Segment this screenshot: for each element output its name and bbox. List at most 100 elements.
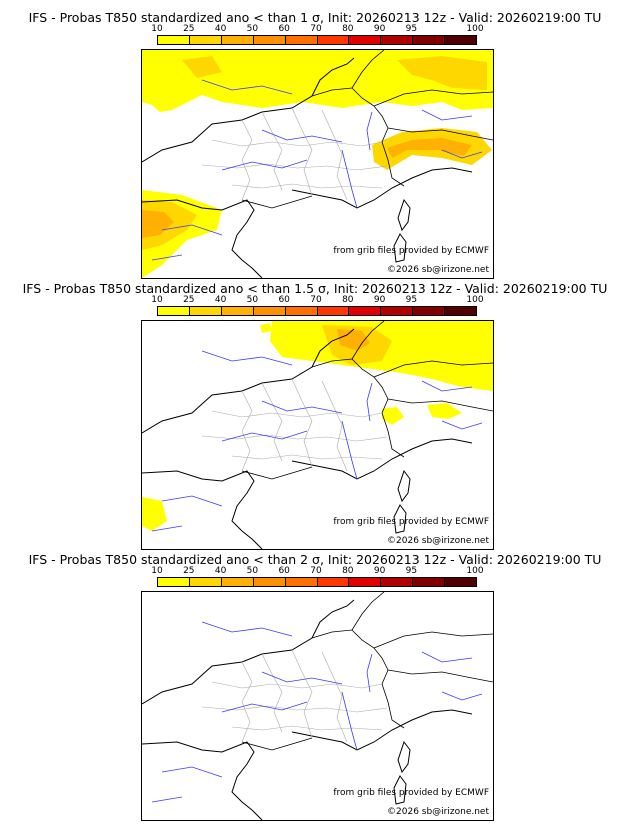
country-borders (241, 321, 493, 480)
legend-label: 95 (405, 295, 418, 305)
panel-3: IFS - Probas T850 standardized ano < tha… (0, 542, 630, 821)
legend-label: 100 (466, 566, 484, 576)
legend-swatch (221, 307, 254, 315)
legend-swatch (317, 307, 350, 315)
legend-swatch (221, 36, 254, 44)
legend-swatch (317, 578, 350, 586)
regional-borders (201, 378, 388, 472)
legend-swatch (189, 36, 222, 44)
prob-area-small-nw2 (292, 323, 307, 331)
prob-area-hole-east (302, 102, 392, 114)
legend-swatch (158, 307, 190, 315)
legend-label: 95 (405, 24, 418, 34)
legend-label: 60 (278, 24, 290, 34)
prob-area-northwest (182, 56, 222, 78)
rivers (151, 621, 483, 803)
legend-label: 40 (214, 24, 227, 34)
rivers (151, 79, 483, 261)
legend-label: 80 (342, 24, 354, 34)
legend-swatch (285, 307, 318, 315)
legend-label: 40 (214, 295, 227, 305)
legend-swatch (413, 307, 446, 315)
legend-label: 60 (278, 295, 290, 305)
forecast-map[interactable]: from grib files provided by ECMWF ©2026 … (141, 49, 494, 279)
country-borders (241, 50, 493, 209)
regional-borders (201, 649, 388, 743)
legend-swatch (381, 36, 414, 44)
prob-area-southwest-core (142, 210, 174, 238)
legend-label: 10 (151, 295, 163, 305)
coastline (142, 57, 473, 278)
legend-label: 80 (342, 566, 354, 576)
legend-swatch (317, 36, 350, 44)
legend-label: 50 (246, 566, 259, 576)
credit-source: from grib files provided by ECMWF (333, 246, 489, 256)
legend-swatch (349, 307, 382, 315)
legend-swatch (349, 36, 382, 44)
country-borders (241, 592, 493, 751)
panel-title: IFS - Probas T850 standardized ano < tha… (22, 281, 608, 296)
panel-title: IFS - Probas T850 standardized ano < tha… (28, 552, 602, 567)
legend-colorbar (157, 35, 477, 45)
legend-swatch (253, 578, 286, 586)
prob-area-alps-east (427, 403, 462, 419)
legend-label: 25 (183, 295, 195, 305)
map-svg (142, 50, 493, 278)
legend-label: 70 (310, 24, 322, 34)
legend-label: 25 (183, 24, 195, 34)
legend-swatch (285, 578, 318, 586)
legend-label: 10 (151, 566, 163, 576)
legend-label: 90 (373, 24, 386, 34)
legend-swatch (413, 36, 446, 44)
legend-colorbar (157, 306, 477, 316)
legend-label: 100 (466, 295, 484, 305)
legend-label: 70 (310, 566, 322, 576)
credit-source: from grib files provided by ECMWF (333, 517, 489, 527)
coastline (142, 599, 473, 820)
legend-swatch (413, 578, 446, 586)
coastline (142, 328, 473, 549)
forecast-map[interactable]: from grib files provided by ECMWF ©2026 … (141, 320, 494, 550)
prob-area-north-core (337, 329, 370, 351)
legend-swatch (349, 578, 382, 586)
legend-swatch (158, 578, 190, 586)
rivers (151, 350, 483, 532)
legend-swatch (381, 578, 414, 586)
legend-swatch (285, 36, 318, 44)
map-svg (142, 321, 493, 549)
prob-area-southwest (142, 497, 167, 531)
prob-area-alps-west (382, 407, 404, 425)
credit-copyright: ©2026 sb@irizone.net (387, 807, 489, 817)
prob-area-alps-core (387, 138, 472, 158)
legend-swatch (221, 578, 254, 586)
legend-label: 10 (151, 24, 163, 34)
legend-swatch (158, 36, 190, 44)
legend-label: 40 (214, 566, 227, 576)
legend-label: 90 (373, 566, 386, 576)
legend-swatch (381, 307, 414, 315)
prob-area-north-high (397, 56, 487, 90)
legend-swatch (189, 578, 222, 586)
legend-label: 100 (466, 24, 484, 34)
regional-borders (201, 107, 388, 201)
legend-labels: 10 25 40 50 60 70 80 90 95 100 (151, 566, 484, 576)
legend-label: 70 (310, 295, 322, 305)
legend-label: 80 (342, 295, 354, 305)
legend-swatch (445, 578, 477, 586)
legend-swatch (253, 36, 286, 44)
legend-label: 60 (278, 566, 290, 576)
map-svg (142, 592, 493, 820)
legend-swatch (253, 307, 286, 315)
legend-label: 90 (373, 295, 386, 305)
credit-copyright: ©2026 sb@irizone.net (387, 536, 489, 546)
prob-area-small-nw (260, 323, 272, 333)
panel-2: IFS - Probas T850 standardized ano < tha… (0, 271, 630, 550)
legend-labels: 10 25 40 50 60 70 80 90 95 100 (151, 295, 484, 305)
credit-copyright: ©2026 sb@irizone.net (387, 265, 489, 275)
legend-swatch (189, 307, 222, 315)
panel-title: IFS - Probas T850 standardized ano < tha… (28, 10, 602, 25)
panel-1: IFS - Probas T850 standardized ano < tha… (0, 0, 630, 279)
legend-label: 50 (246, 24, 259, 34)
legend-label: 95 (405, 566, 418, 576)
forecast-map[interactable]: from grib files provided by ECMWF ©2026 … (141, 591, 494, 821)
